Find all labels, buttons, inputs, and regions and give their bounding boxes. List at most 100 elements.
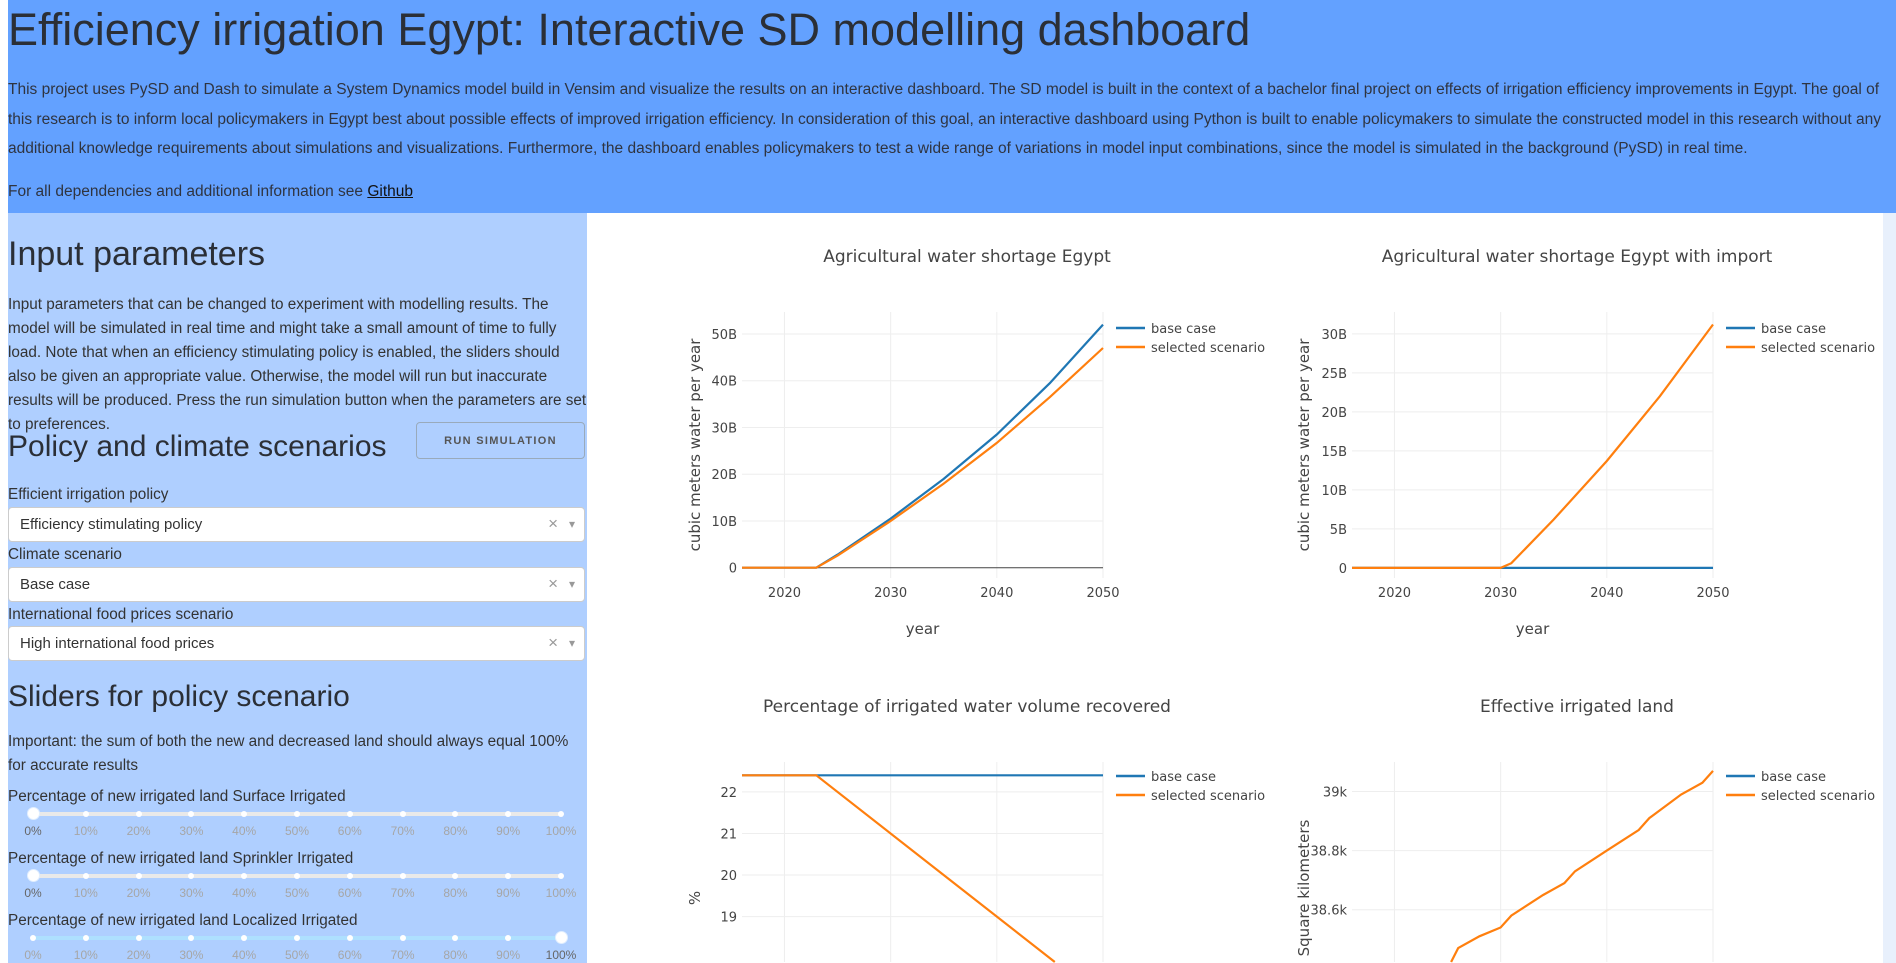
y-tick-label: 25B — [1322, 367, 1347, 382]
slider-mark-label[interactable]: 60% — [337, 886, 362, 900]
run-simulation-button[interactable]: RUN SIMULATION — [416, 422, 585, 459]
x-tick-label: 2040 — [1590, 586, 1623, 601]
slider-mark-label[interactable]: 100% — [545, 886, 577, 900]
slider-mark-label[interactable]: 80% — [443, 948, 468, 962]
slider-mark-label[interactable]: 70% — [390, 886, 415, 900]
percentage-slider[interactable] — [30, 931, 568, 944]
percentage-slider[interactable] — [26, 869, 564, 882]
slider-dot — [241, 935, 248, 941]
slider-mark-label[interactable]: 60% — [337, 948, 362, 962]
slider-mark-label[interactable]: 100% — [545, 824, 577, 838]
efficient-irrigation-policy-dropdown[interactable]: Efficiency stimulating policy × ▾ — [8, 507, 585, 542]
slider-label: Percentage of new irrigated land Localiz… — [8, 912, 358, 929]
slider-mark-label[interactable]: 20% — [126, 824, 151, 838]
slider-dot — [452, 935, 459, 941]
slider-label: Percentage of new irrigated land Sprinkl… — [8, 850, 354, 867]
food-prices-scenario-dropdown[interactable]: High international food prices × ▾ — [8, 626, 585, 661]
sliders-note: Important: the sum of both the new and d… — [8, 733, 569, 774]
slider-handle[interactable] — [26, 869, 40, 882]
y-axis-title: cubic meters water per year — [1295, 338, 1313, 552]
slider-dot — [294, 935, 300, 941]
legend-entry: base case — [1151, 770, 1216, 785]
slider-dot — [346, 873, 353, 879]
slider-mark-label[interactable]: 20% — [126, 886, 151, 900]
slider-dot — [294, 873, 300, 879]
scenarios-heading: Policy and climate scenarios — [8, 430, 387, 463]
github-link[interactable]: Github — [367, 183, 413, 200]
slider-mark-label[interactable]: 0% — [24, 948, 42, 962]
legend-entry: selected scenario — [1151, 789, 1265, 804]
clear-icon[interactable]: × — [548, 514, 558, 533]
series-line-base-case — [742, 323, 1104, 569]
y-tick-label: 15B — [1322, 445, 1347, 460]
food-prices-scenario-label: International food prices scenario — [8, 606, 234, 623]
slider-mark-label[interactable]: 90% — [496, 948, 521, 962]
slider-mark-label[interactable]: 90% — [496, 886, 521, 900]
chart-title: Agricultural water shortage Egypt — [823, 247, 1111, 267]
y-tick-label: 38.8k — [1311, 845, 1348, 860]
climate-scenario-dropdown[interactable]: Base case × ▾ — [8, 567, 585, 602]
slider-mark-label[interactable]: 40% — [232, 886, 257, 900]
dropdown-value: Base case — [20, 576, 91, 593]
y-tick-label: 5B — [1330, 523, 1347, 538]
slider-mark-label[interactable]: 40% — [232, 824, 257, 838]
slider-mark-label[interactable]: 80% — [443, 824, 468, 838]
chevron-down-icon[interactable]: ▾ — [568, 636, 575, 650]
slider-mark-label[interactable]: 100% — [545, 948, 577, 962]
slider-mark-label[interactable]: 30% — [179, 886, 204, 900]
chevron-down-icon[interactable]: ▾ — [568, 517, 575, 531]
slider-dot — [558, 873, 564, 879]
slider-mark-label[interactable]: 0% — [24, 886, 42, 900]
slider-dot — [135, 873, 142, 879]
slider-mark-label[interactable]: 10% — [73, 948, 98, 962]
chart-3: Percentage of irrigated water volume rec… — [686, 697, 1265, 963]
slider-dot — [82, 873, 89, 879]
chevron-down-icon[interactable]: ▾ — [568, 577, 575, 591]
slider-mark-label[interactable]: 50% — [284, 824, 310, 838]
scrollbar-track[interactable] — [1883, 213, 1896, 963]
dropdown-value: Efficiency stimulating policy — [20, 516, 203, 533]
slider-dot — [399, 873, 406, 879]
percentage-slider[interactable] — [26, 807, 564, 820]
slider-dot — [505, 935, 512, 941]
chart-4: Effective irrigated land 38.6k 38.8k 39k Squ… — [1295, 697, 1875, 963]
slider-dot — [399, 935, 406, 941]
slider-mark-label[interactable]: 50% — [284, 948, 310, 962]
slider-dot — [188, 873, 195, 879]
slider-mark-label[interactable]: 10% — [73, 886, 98, 900]
slider-dot — [452, 811, 459, 817]
slider-dot — [558, 811, 564, 817]
slider-dot — [188, 935, 195, 941]
slider-handle[interactable] — [554, 931, 568, 944]
series-line-selected-scenario — [742, 774, 1056, 963]
slider-mark-label[interactable]: 70% — [390, 948, 415, 962]
efficient-irrigation-policy-label: Efficient irrigation policy — [8, 486, 169, 503]
input-parameters-description: Input parameters that can be changed to … — [8, 296, 587, 433]
slider-mark-label[interactable]: 10% — [73, 824, 98, 838]
slider-mark-label[interactable]: 80% — [443, 886, 468, 900]
slider-handle[interactable] — [26, 807, 40, 820]
slider-mark-label[interactable]: 60% — [337, 824, 362, 838]
y-tick-label: 38.6k — [1311, 904, 1348, 919]
input-parameters-heading: Input parameters — [8, 235, 266, 273]
slider-mark-label[interactable]: 50% — [284, 886, 310, 900]
series-line-selected-scenario — [1450, 770, 1714, 963]
x-tick-label: 2020 — [768, 586, 801, 601]
clear-icon[interactable]: × — [548, 574, 558, 593]
y-tick-label: 30B — [712, 421, 737, 436]
clear-icon[interactable]: × — [548, 633, 558, 652]
chart-title: Percentage of irrigated water volume rec… — [763, 697, 1171, 717]
slider-mark-label[interactable]: 90% — [496, 824, 521, 838]
legend-entry: base case — [1151, 322, 1216, 337]
slider-mark-label[interactable]: 30% — [179, 824, 204, 838]
x-tick-label: 2050 — [1086, 586, 1119, 601]
dropdown-value: High international food prices — [20, 635, 215, 652]
slider-mark-label[interactable]: 30% — [179, 948, 204, 962]
slider-dot — [346, 935, 353, 941]
slider-mark-label[interactable]: 20% — [126, 948, 151, 962]
slider-mark-label[interactable]: 0% — [24, 824, 42, 838]
slider-mark-label[interactable]: 40% — [232, 948, 257, 962]
y-tick-label: 0 — [1339, 562, 1347, 577]
slider-mark-label[interactable]: 70% — [390, 824, 415, 838]
